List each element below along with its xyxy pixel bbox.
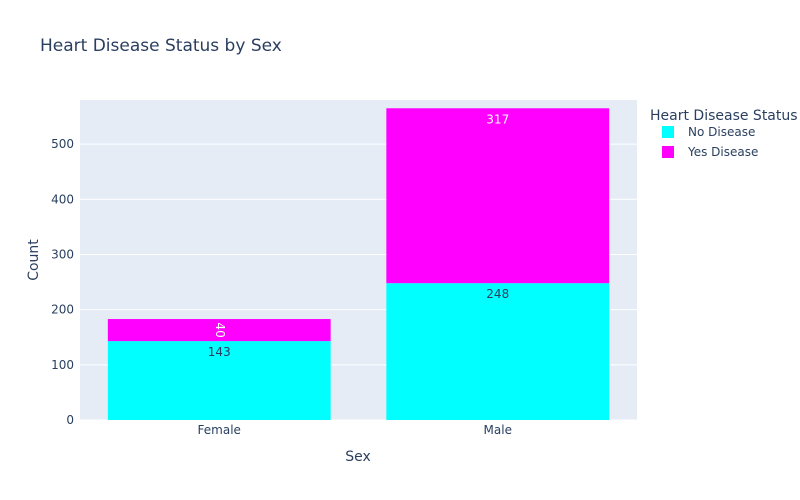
legend-title: Heart Disease Status	[650, 108, 798, 124]
bar-yes-disease-female[interactable]	[107, 319, 331, 342]
y-tick-label: 500	[51, 137, 74, 151]
bar-no-disease-male[interactable]	[386, 283, 610, 420]
bar-value-label: 248	[486, 287, 509, 301]
bar-no-disease-female[interactable]	[107, 341, 331, 420]
y-tick-label: 200	[51, 303, 74, 317]
bar-yes-disease-male[interactable]	[386, 108, 610, 284]
bar-value-label: 143	[208, 345, 231, 359]
legend-item-label[interactable]: No Disease	[688, 125, 755, 139]
x-axis-ticks: Female Male	[198, 423, 512, 437]
bars[interactable]	[107, 108, 610, 420]
y-axis-title: Count	[26, 239, 42, 281]
legend-swatch[interactable]	[662, 146, 674, 158]
y-axis-ticks: 0 100 200 300 400 500	[51, 137, 74, 427]
bar-value-label: 317	[486, 112, 509, 126]
bar-value-label: 40	[213, 322, 227, 337]
legend-item-label[interactable]: Yes Disease	[687, 145, 758, 159]
x-tick-label: Male	[484, 423, 512, 437]
legend: Heart Disease Status No Disease Yes Disea…	[650, 108, 798, 159]
y-tick-label: 0	[66, 413, 74, 427]
x-axis-title: Sex	[345, 449, 371, 465]
y-tick-label: 300	[51, 247, 74, 261]
x-tick-label: Female	[198, 423, 241, 437]
y-tick-label: 400	[51, 192, 74, 206]
bar-labels: 143 40 248 317	[208, 112, 509, 359]
y-tick-label: 100	[51, 358, 74, 372]
legend-swatch[interactable]	[662, 126, 674, 138]
chart-title: Heart Disease Status by Sex	[40, 36, 282, 56]
